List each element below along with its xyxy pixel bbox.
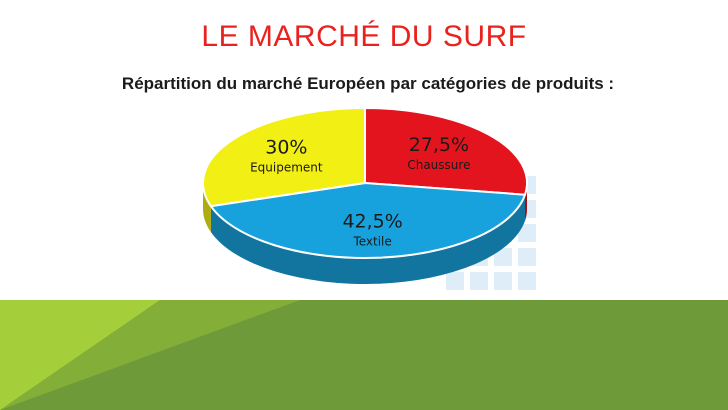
pie-labels: 27,5% Chaussure 42,5% Textile 30% Equipement: [250, 134, 470, 249]
slice-label-textile: Textile: [352, 234, 391, 248]
slice-value-chaussure: 27,5%: [409, 134, 469, 156]
pie-slice-textile: [209, 181, 527, 259]
slice-value-textile: 42,5%: [342, 210, 402, 232]
pie-slice-chaussure: [364, 106, 528, 196]
slice-label-chaussure: Chaussure: [407, 158, 470, 172]
pie-side-textile: [210, 194, 526, 284]
chart-subtitle: Répartition du marché Européen par catég…: [121, 74, 615, 93]
green-band-wedge: [0, 300, 300, 410]
page-title: LE MARCHÉ DU SURF: [201, 20, 527, 53]
pie-slices: [202, 106, 528, 259]
slice-value-equipement: 30%: [265, 137, 307, 159]
pie-slice-equipement: [202, 106, 366, 208]
slice-label-equipement: Equipement: [250, 161, 323, 175]
